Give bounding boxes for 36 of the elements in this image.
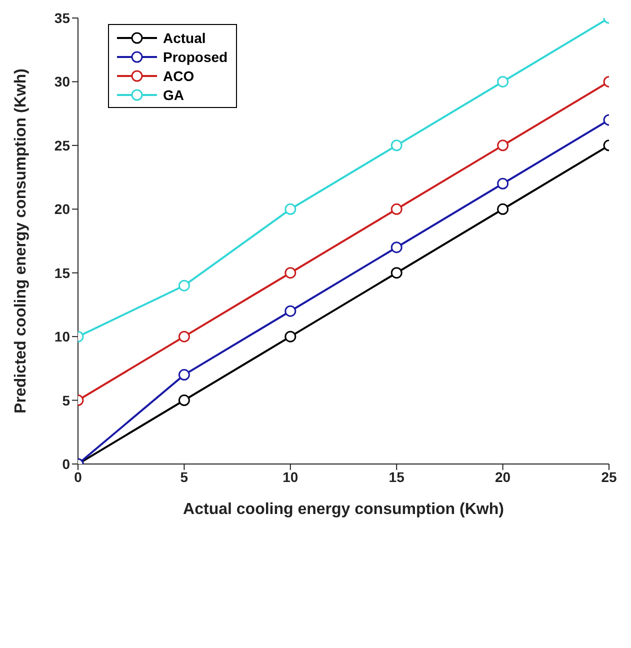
- y-tick-label: 15: [54, 264, 70, 281]
- y-axis-title: Predicted cooling energy consumption (Kwh): [12, 68, 30, 414]
- point: [390, 203, 402, 215]
- point: [284, 203, 296, 215]
- point: [284, 305, 296, 317]
- point: [178, 330, 190, 342]
- point: [390, 242, 402, 254]
- x-tick-label: 25: [601, 468, 617, 485]
- y-tick-label: 20: [54, 201, 70, 218]
- point: [284, 267, 296, 279]
- x-tick-label: 0: [74, 468, 82, 485]
- legend-label: ACO: [163, 68, 194, 84]
- x-axis-title: Actual cooling energy consumption (Kwh): [183, 501, 504, 518]
- point: [390, 267, 402, 279]
- legend-label: Actual: [163, 30, 206, 46]
- point: [497, 76, 509, 88]
- point: [178, 369, 190, 381]
- y-tick-label: 30: [54, 74, 70, 90]
- legend-label: Proposed: [163, 48, 228, 64]
- point: [178, 394, 190, 406]
- y-tick-label: 0: [62, 456, 70, 472]
- x-tick-label: 5: [180, 468, 188, 485]
- y-tick-label: 10: [54, 328, 70, 345]
- point: [497, 178, 509, 190]
- legend-label: GA: [163, 86, 184, 102]
- point: [284, 330, 296, 342]
- x-tick-label: 15: [388, 468, 405, 485]
- x-tick-label: 20: [495, 468, 511, 485]
- y-tick-label: 5: [62, 392, 70, 408]
- point: [497, 203, 509, 215]
- x-tick-label: 10: [282, 468, 298, 485]
- point: [390, 140, 402, 152]
- y-tick-label: 35: [54, 10, 70, 26]
- point: [497, 140, 509, 152]
- y-tick-label: 25: [54, 137, 70, 154]
- point: [178, 280, 190, 292]
